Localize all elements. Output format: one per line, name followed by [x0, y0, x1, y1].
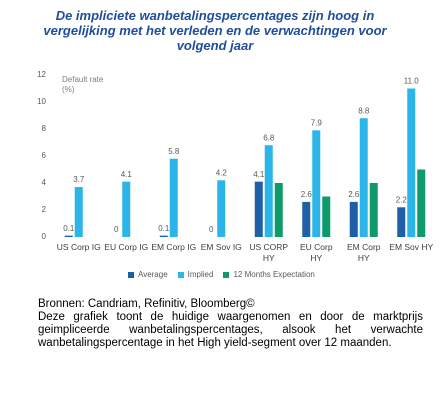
bar — [274, 183, 283, 237]
chart-title: De impliciete wanbetalingspercentages zi… — [43, 8, 387, 53]
value-label: 2.6 — [348, 190, 360, 199]
legend-label: Implied — [187, 270, 214, 279]
value-label: 0 — [209, 225, 214, 234]
bar — [322, 196, 331, 237]
y-tick-label: 12 — [37, 70, 46, 79]
bar — [122, 181, 131, 237]
y-tick-label: 4 — [42, 178, 47, 187]
chart: 0 2 4 6 8 10 12 0.1 3.7 0 4.1 0.1 5.8 0 4.2 4.1 6.8 2.6 7.… — [37, 70, 426, 241]
x-tick-label: US CORP HY — [249, 242, 289, 263]
legend-swatch — [128, 271, 134, 278]
bar — [302, 201, 311, 237]
value-label: 11.0 — [404, 77, 420, 86]
bar — [359, 118, 368, 237]
value-label: 8.8 — [358, 106, 370, 115]
bar — [254, 181, 263, 237]
bar — [312, 130, 321, 237]
y-tick-label: 8 — [42, 124, 47, 133]
value-label: 6.8 — [263, 133, 275, 142]
bar — [217, 180, 226, 237]
legend-label: 12 Months Expectation — [233, 270, 315, 279]
bar — [169, 158, 178, 237]
x-tick-label: EM Corp IG — [151, 242, 197, 252]
y-tick-label: 2 — [42, 205, 47, 214]
value-label: 0 — [114, 225, 119, 234]
x-tick-label: EU Corp HY — [299, 242, 333, 263]
legend-item: 12 Months Expectation — [223, 270, 315, 279]
value-label: 5.8 — [168, 147, 180, 156]
y-tick-label: 6 — [42, 151, 47, 160]
x-tick-label: EM Corp HY — [346, 242, 381, 263]
legend: Average Implied 12 Months Expectation — [128, 270, 315, 279]
legend-item: Implied — [177, 270, 214, 279]
y-tick-label: 10 — [37, 97, 46, 106]
bar — [349, 201, 358, 237]
bar — [397, 207, 406, 237]
legend-swatch — [177, 271, 184, 278]
value-label: 0.1 — [158, 224, 170, 233]
footer: Bronnen: Candriam, Refinitiv, Bloomberg©… — [38, 298, 423, 350]
value-label: 3.7 — [73, 175, 85, 184]
legend-item: Average — [128, 270, 168, 279]
bar — [407, 88, 416, 237]
bar — [264, 145, 273, 237]
value-label: 2.6 — [301, 190, 313, 199]
value-label: 2.2 — [396, 195, 408, 204]
bar — [159, 235, 168, 237]
value-label: 0.1 — [63, 224, 75, 233]
value-label: 7.9 — [311, 118, 323, 127]
bar — [64, 235, 73, 237]
note: Deze grafiek toont de huidige waargenome… — [38, 311, 423, 349]
value-label: 4.1 — [253, 170, 265, 179]
legend-swatch — [223, 271, 230, 278]
y-axis-label: Default rate (%) — [62, 75, 104, 94]
bar — [417, 169, 426, 237]
value-label: 4.2 — [216, 168, 228, 177]
value-label: 4.1 — [121, 170, 133, 179]
bar — [369, 183, 378, 237]
x-tick-label: EM Sov HY — [389, 242, 434, 252]
x-tick-label: US Corp IG — [56, 242, 101, 252]
source: Bronnen: Candriam, Refinitiv, Bloomberg© — [38, 298, 255, 310]
x-tick-label: EM Sov IG — [200, 242, 242, 252]
y-tick-label: 0 — [42, 232, 47, 241]
x-tick-label: EU Corp IG — [104, 242, 149, 252]
legend-label: Average — [138, 270, 168, 279]
bar — [74, 187, 83, 237]
